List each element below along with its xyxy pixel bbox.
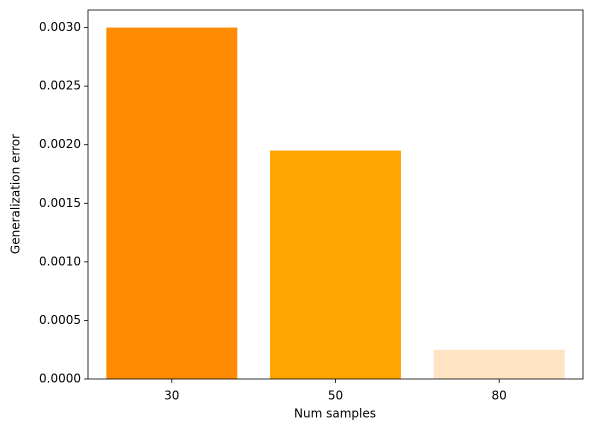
y-tick-label: 0.0005	[39, 313, 81, 327]
x-tick-label: 50	[328, 389, 343, 403]
bar	[270, 150, 401, 379]
y-tick-label: 0.0030	[39, 20, 81, 34]
x-tick-label: 80	[492, 389, 507, 403]
x-tick-label: 30	[164, 389, 179, 403]
y-tick-label: 0.0000	[39, 372, 81, 386]
y-tick-label: 0.0020	[39, 137, 81, 151]
y-axis-label: Generalization error	[9, 134, 23, 254]
bar	[106, 27, 238, 379]
y-tick-label: 0.0010	[39, 254, 81, 268]
y-tick-label: 0.0025	[39, 79, 81, 93]
x-axis-label: Num samples	[294, 407, 376, 421]
y-tick-label: 0.0015	[39, 196, 81, 210]
plot-frame	[87, 9, 584, 380]
bar	[433, 349, 565, 379]
